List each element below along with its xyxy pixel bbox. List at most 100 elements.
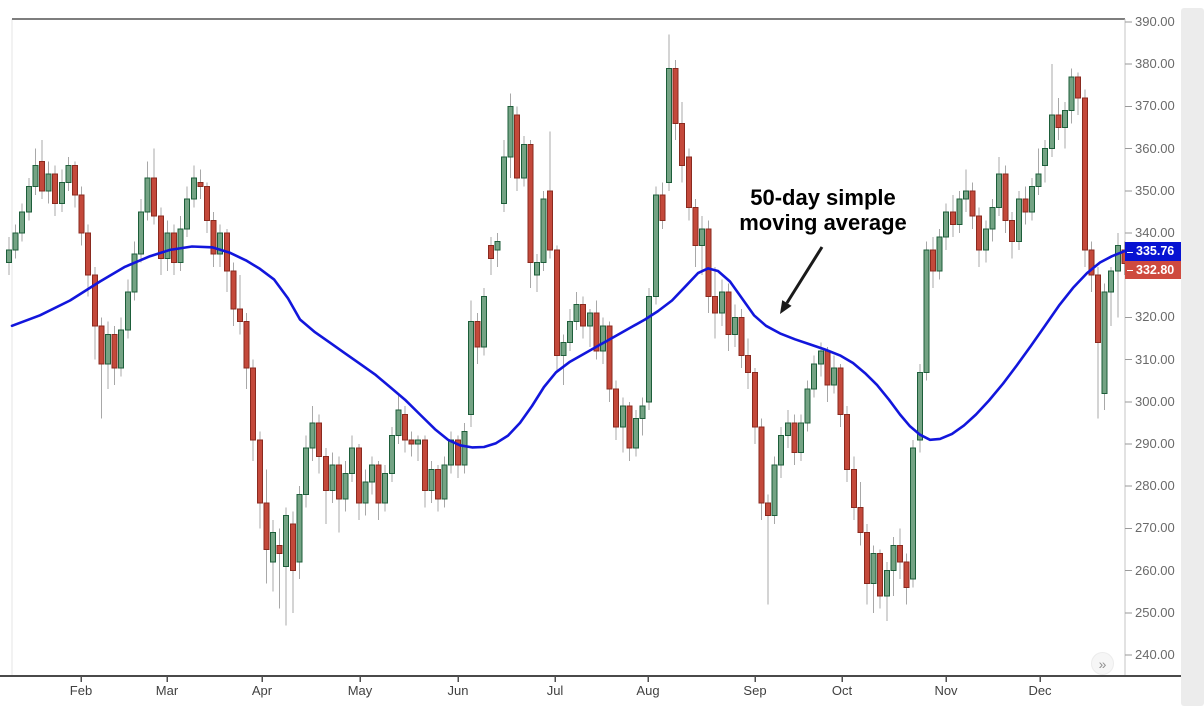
month-tick-label: Apr — [251, 683, 273, 698]
annotation-arrowhead — [780, 300, 792, 314]
candlestick — [725, 283, 732, 352]
candlestick — [969, 182, 976, 229]
candlestick — [1002, 165, 1009, 233]
candlestick — [355, 444, 362, 520]
candlestick — [910, 439, 917, 588]
candlestick — [745, 338, 752, 390]
candlestick — [276, 528, 283, 609]
candlestick — [382, 465, 389, 512]
candlestick — [289, 511, 296, 613]
price-tick-label: 270.00 — [1135, 520, 1175, 536]
candlestick — [1108, 266, 1115, 326]
candlestick — [1068, 68, 1075, 124]
candlestick — [415, 435, 422, 461]
candlestick — [811, 355, 818, 398]
candlestick — [58, 169, 65, 212]
candlestick — [850, 456, 857, 520]
price-tick-label: 390.00 — [1135, 14, 1175, 29]
candlestick — [705, 220, 712, 314]
candlestick — [6, 237, 12, 276]
candlestick — [52, 165, 59, 217]
right-scrollbar[interactable] — [1181, 8, 1204, 706]
candlestick — [98, 317, 105, 419]
candlestick — [758, 418, 765, 520]
candlestick — [1081, 89, 1088, 267]
candlestick — [883, 562, 890, 622]
candlestick — [870, 545, 877, 613]
candlestick — [943, 203, 950, 250]
candlestick — [784, 410, 791, 449]
candlestick — [1042, 140, 1049, 183]
candlestick — [375, 460, 382, 520]
candlestick — [791, 414, 798, 466]
candlestick — [804, 380, 811, 432]
candlestick — [124, 279, 131, 339]
candlestick — [996, 157, 1002, 217]
candlestick — [408, 431, 415, 457]
candlestick — [329, 452, 336, 504]
candles-layer — [6, 34, 1125, 626]
candlestick — [560, 334, 567, 385]
double-chevron-button[interactable]: » — [1091, 652, 1114, 675]
candlestick — [1048, 64, 1055, 158]
candlestick — [336, 456, 342, 533]
candlestick — [949, 195, 956, 238]
candlestick — [217, 224, 224, 267]
candlestick — [963, 169, 969, 212]
candlestick — [309, 406, 316, 461]
candlestick — [613, 380, 620, 440]
candlestick — [718, 279, 725, 326]
candlestick — [144, 161, 151, 221]
candlestick — [1015, 190, 1022, 250]
candlestick — [547, 131, 554, 259]
candlestick — [923, 241, 930, 381]
candlestick — [487, 237, 494, 276]
candlestick — [85, 224, 92, 297]
candlestick — [593, 300, 600, 360]
candlestick — [712, 266, 719, 339]
candlestick — [461, 422, 468, 474]
candlestick — [45, 161, 52, 204]
price-tick-label: 370.00 — [1135, 98, 1175, 114]
candlestick — [72, 161, 78, 208]
candlestick — [1022, 186, 1029, 225]
month-tick-label: Oct — [831, 683, 853, 698]
candlestick — [936, 228, 943, 280]
candlestick — [778, 427, 785, 478]
price-tick-label: 300.00 — [1135, 393, 1175, 409]
candlestick — [78, 186, 85, 246]
candlestick — [1088, 241, 1095, 293]
candlestick — [527, 140, 534, 288]
candlestick — [751, 368, 758, 444]
candlestick — [91, 266, 98, 360]
candlestick — [916, 363, 923, 453]
candlestick — [1075, 72, 1082, 115]
annotation-arrow — [785, 246, 824, 304]
candlestick — [118, 317, 125, 377]
candlestick — [1009, 211, 1016, 259]
candlestick — [65, 157, 72, 191]
candlestick — [105, 321, 111, 390]
candlestick — [600, 317, 606, 364]
month-tick-label: Nov — [934, 683, 958, 698]
candlestick — [672, 59, 679, 141]
month-tick-label: Feb — [69, 683, 93, 698]
candlestick — [32, 148, 39, 196]
candlestick — [157, 207, 164, 276]
candlestick — [435, 465, 441, 512]
candlestick — [982, 220, 989, 263]
last-price-value: 332.80 — [1136, 263, 1175, 277]
candlestick — [1095, 266, 1101, 419]
candlestick — [989, 199, 996, 242]
candlestick — [520, 135, 527, 187]
candlestick — [454, 435, 461, 478]
candlestick — [732, 304, 738, 347]
month-tick-label: Dec — [1028, 683, 1052, 698]
tag-tick — [1127, 270, 1133, 271]
candlestick — [573, 292, 580, 331]
candlestick — [395, 393, 402, 444]
candlestick — [903, 553, 910, 605]
candlestick — [138, 199, 144, 263]
candlestick — [19, 203, 26, 242]
